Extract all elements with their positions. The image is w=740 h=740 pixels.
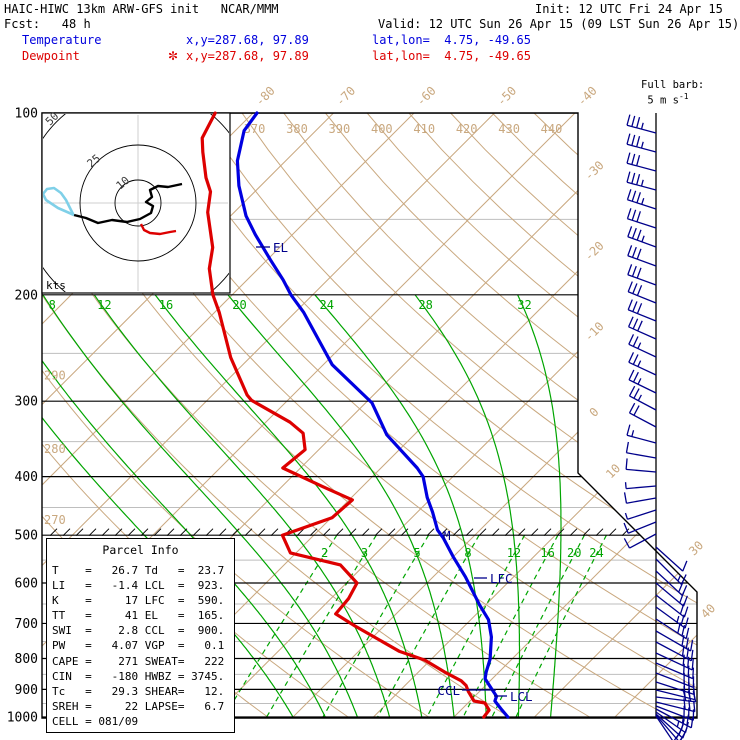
svg-text:1000: 1000	[7, 711, 38, 726]
barb-legend-line1: Full barb:	[641, 79, 705, 91]
svg-text:410: 410	[413, 122, 435, 136]
svg-text:-70: -70	[333, 84, 358, 109]
moisture-labels: 8 12 16 20 24 28 32 2 3 5 8 12 16 20 24	[49, 298, 604, 560]
svg-text:M: M	[443, 528, 451, 543]
svg-text:24: 24	[320, 298, 334, 312]
svg-text:12: 12	[507, 546, 521, 560]
parcel-info-panel: Parcel Info T = 26.7 Td = 23.7 LI = -1.4…	[46, 538, 235, 733]
temperature-xy-readout: x,y=287.68, 97.89	[186, 33, 309, 47]
svg-text:LFC: LFC	[490, 571, 513, 586]
svg-text:16: 16	[540, 546, 554, 560]
svg-text:400: 400	[15, 470, 38, 485]
svg-text:400: 400	[371, 122, 393, 136]
svg-text:380: 380	[286, 122, 308, 136]
temperature-curve	[235, 111, 510, 719]
svg-text:270: 270	[44, 513, 66, 527]
svg-text:20: 20	[232, 298, 246, 312]
svg-text:600: 600	[15, 577, 38, 592]
svg-text:0: 0	[587, 405, 602, 420]
plot-border	[41, 112, 698, 719]
svg-text:EL: EL	[273, 240, 288, 255]
svg-text:8: 8	[464, 546, 471, 560]
temperature-latlon-readout: lat,lon= 4.75, -49.65	[372, 33, 531, 47]
svg-text:-60: -60	[414, 84, 439, 109]
svg-text:12: 12	[97, 298, 111, 312]
barb-legend-line2: 5 m s	[641, 94, 679, 107]
init-time: Init: 12 UTC Fri 24 Apr 15	[535, 2, 723, 16]
svg-text:700: 700	[15, 617, 38, 632]
hodograph-trace	[73, 182, 183, 225]
pressure-axis-labels: 100 200 300 400 500 600 700 800 900 1000	[7, 107, 38, 726]
svg-text:440: 440	[541, 122, 563, 136]
svg-text:500: 500	[15, 529, 38, 544]
svg-text:430: 430	[498, 122, 520, 136]
svg-text:CCL: CCL	[437, 683, 460, 698]
svg-text:3: 3	[361, 546, 368, 560]
svg-text:290: 290	[44, 368, 66, 382]
parcel-info-values: T = 26.7 Td = 23.7 LI = -1.4 LCL = 923. …	[52, 564, 225, 728]
hodograph-trace-lowlevel	[139, 223, 177, 236]
svg-text:-20: -20	[582, 239, 607, 264]
station-star-icon: ✼	[168, 49, 179, 63]
svg-text:900: 900	[15, 683, 38, 698]
svg-text:LCL: LCL	[510, 689, 533, 704]
barb-legend-exponent: -1	[678, 92, 689, 101]
svg-text:800: 800	[15, 652, 38, 667]
dewpoint-latlon-readout: lat,lon= 4.75, -49.65	[372, 49, 531, 63]
svg-text:-50: -50	[494, 84, 519, 109]
dewpoint-legend-label: Dewpoint	[22, 49, 80, 63]
wind-barbs	[623, 113, 697, 740]
svg-text:-10: -10	[582, 319, 607, 344]
svg-text:32: 32	[517, 298, 531, 312]
svg-text:-40: -40	[575, 84, 600, 109]
svg-text:8: 8	[49, 298, 56, 312]
svg-text:-80: -80	[253, 84, 278, 109]
svg-text:30: 30	[686, 538, 706, 558]
level-markers: EL LFC M CCL LCL	[256, 240, 533, 704]
dewpoint-xy-readout: x,y=287.68, 97.89	[186, 49, 309, 63]
svg-text:28: 28	[418, 298, 432, 312]
parcel-info-title: Parcel Info	[102, 543, 179, 557]
svg-text:100: 100	[15, 107, 38, 122]
temperature-legend-label: Temperature	[22, 33, 102, 47]
svg-text:420: 420	[456, 122, 478, 136]
svg-text:280: 280	[44, 442, 66, 456]
svg-text:24: 24	[589, 546, 603, 560]
svg-text:20: 20	[567, 546, 581, 560]
wind-barb-legend: Full barb: 5 m s-1	[641, 80, 704, 107]
svg-text:200: 200	[15, 288, 38, 303]
svg-text:16: 16	[159, 298, 173, 312]
valid-time: Valid: 12 UTC Sun 26 Apr 15 (09 LST Sun …	[378, 17, 740, 31]
hodograph-trace-upper	[43, 186, 75, 217]
svg-text:40: 40	[698, 601, 718, 621]
svg-text:-30: -30	[582, 158, 607, 183]
svg-text:2: 2	[321, 546, 328, 560]
chart-title: HAIC-HIWC 13km ARW-GFS init NCAR/MMM	[4, 2, 279, 16]
svg-text:390: 390	[329, 122, 351, 136]
dewpoint-curve	[200, 111, 491, 719]
forecast-hour: Fcst: 48 h	[4, 17, 91, 31]
svg-text:300: 300	[15, 395, 38, 410]
svg-text:5: 5	[414, 546, 421, 560]
svg-text:kts: kts	[46, 279, 66, 292]
svg-text:10: 10	[603, 461, 623, 481]
